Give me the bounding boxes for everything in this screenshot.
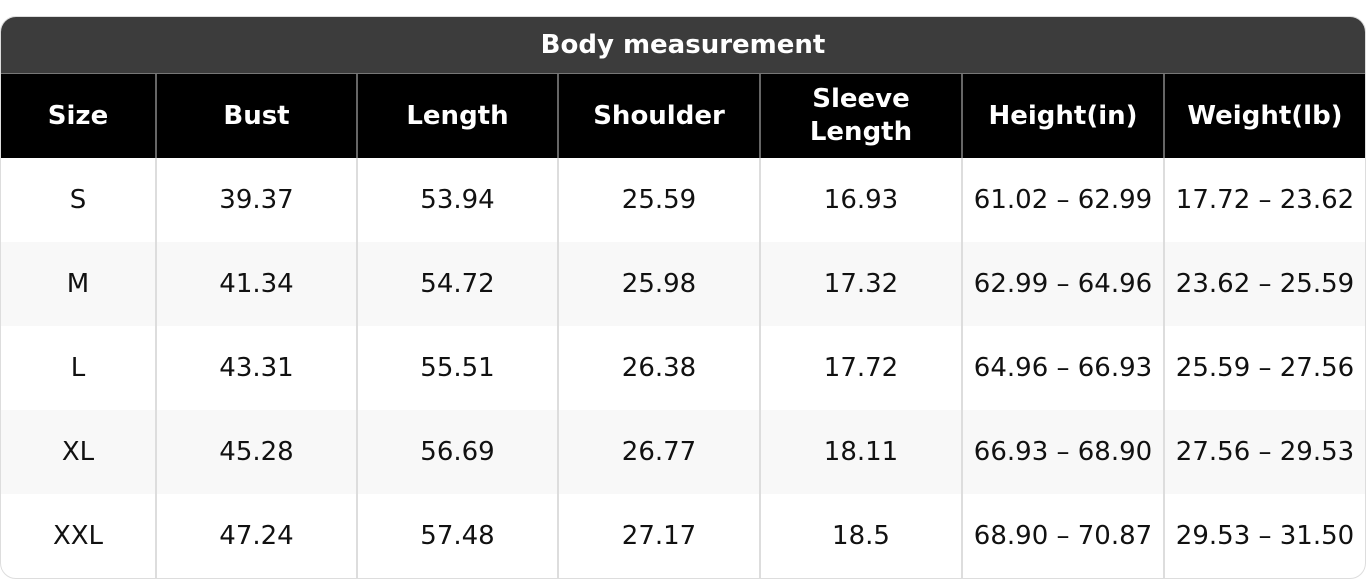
table-cell: 45.28 — [155, 410, 357, 494]
table-cell: 26.77 — [557, 410, 760, 494]
table-cell: 18.11 — [759, 410, 962, 494]
table-cell: L — [70, 353, 86, 383]
table-row: S 39.37 53.94 25.59 16.93 61.02 – 62.99 17.72 … — [1, 158, 1365, 242]
column-header: Bust — [155, 74, 357, 158]
header-row: Size Bust Length Shoulder Sleeve Length Heigh… — [1, 74, 1365, 158]
table-cell: 17.72 – 23.62 — [1163, 158, 1365, 242]
table-cell: XXL — [52, 521, 104, 551]
column-header: Height(in) — [961, 74, 1164, 158]
table-row: L 43.31 55.51 26.38 17.72 64.96 – 66.93 25.59 … — [1, 326, 1365, 410]
table-cell: 27.17 — [557, 494, 760, 578]
table-row: XXL 47.24 57.48 27.17 18.5 68.90 – 70.87 29.53… — [1, 494, 1365, 578]
column-header: Weight(lb) — [1163, 74, 1365, 158]
table-cell: M — [1, 242, 156, 326]
table-cell: 57.48 — [356, 494, 558, 578]
table-cell: 41.34 — [155, 242, 357, 326]
table-cell: 61.02 – 62.99 — [961, 158, 1164, 242]
table-cell: 23.62 – 25.59 — [1163, 242, 1365, 326]
table-cell: 27.56 – 29.53 — [1163, 410, 1365, 494]
table-cell: 55.51 — [356, 326, 558, 410]
table-cell: 25.59 — [557, 158, 760, 242]
table-cell: 26.38 — [557, 326, 760, 410]
table-cell: 54.72 — [356, 242, 558, 326]
table-cell: XL — [1, 410, 156, 494]
table-cell: 25.98 — [557, 242, 760, 326]
column-header: Length — [356, 74, 558, 158]
table-cell: 25.59 – 27.56 — [1163, 326, 1365, 410]
table-cell: 18.5 — [759, 494, 962, 578]
table-cell: 53.94 — [356, 158, 558, 242]
table-cell: 68.90 – 70.87 — [961, 494, 1164, 578]
table-cell: 56.69 — [356, 410, 558, 494]
table-cell: 64.96 – 66.93 — [961, 326, 1164, 410]
table-cell: 29.53 – 31.50 — [1163, 494, 1365, 578]
table-cell: 16.93 — [759, 158, 962, 242]
table-cell: 47.24 — [155, 494, 357, 578]
table-cell: S — [69, 185, 87, 215]
column-header: Sleeve Length — [759, 74, 962, 158]
column-header: Size — [1, 74, 156, 158]
table-cell: 66.93 – 68.90 — [961, 410, 1164, 494]
measurement-table: Size Bust Length Shoulder Sleeve Length Heigh… — [1, 74, 1365, 578]
table-cell: 17.32 — [759, 242, 962, 326]
table-cell: 62.99 – 64.96 — [961, 242, 1164, 326]
table-row: M 41.34 54.72 25.98 17.32 62.99 – 64.96 23.62 … — [1, 242, 1365, 326]
size-chart: Body measurement Size Bust Length Shoulder S… — [0, 16, 1366, 579]
table-cell: 39.37 — [155, 158, 357, 242]
table-cell: 43.31 — [155, 326, 357, 410]
column-header: Shoulder — [557, 74, 760, 158]
table-title: Body measurement — [1, 17, 1365, 74]
table-row: XL 45.28 56.69 26.77 18.11 66.93 – 68.90 27.56… — [1, 410, 1365, 494]
table-cell: 17.72 — [759, 326, 962, 410]
